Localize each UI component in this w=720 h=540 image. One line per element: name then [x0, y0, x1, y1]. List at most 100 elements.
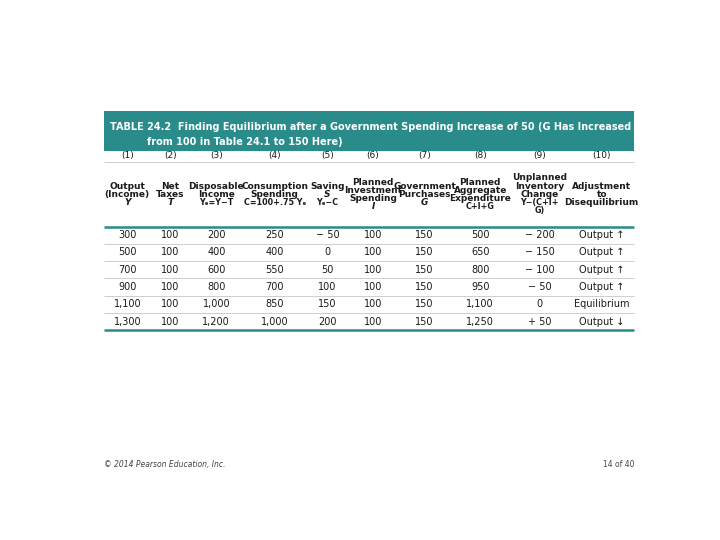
- Text: S: S: [324, 190, 330, 199]
- Text: 150: 150: [415, 282, 433, 292]
- Text: 1,100: 1,100: [467, 300, 494, 309]
- Text: − 100: − 100: [525, 265, 554, 275]
- Text: Adjustment: Adjustment: [572, 181, 631, 191]
- Text: 100: 100: [161, 317, 179, 327]
- Text: 150: 150: [415, 265, 433, 275]
- Text: − 150: − 150: [525, 247, 554, 258]
- Text: (3): (3): [210, 151, 222, 160]
- Text: 250: 250: [266, 230, 284, 240]
- Text: (7): (7): [418, 151, 431, 160]
- Text: 300: 300: [118, 230, 137, 240]
- Text: to: to: [596, 190, 607, 199]
- Bar: [104, 150, 634, 330]
- Text: (1): (1): [121, 151, 134, 160]
- Text: 100: 100: [161, 282, 179, 292]
- Text: 14 of 40: 14 of 40: [603, 460, 634, 469]
- Text: 100: 100: [161, 300, 179, 309]
- Text: + 50: + 50: [528, 317, 552, 327]
- Text: Government: Government: [393, 181, 456, 191]
- Text: 100: 100: [318, 282, 337, 292]
- Text: 700: 700: [266, 282, 284, 292]
- Text: (10): (10): [593, 151, 611, 160]
- Text: Change: Change: [521, 190, 559, 199]
- Text: Spending: Spending: [349, 194, 397, 202]
- Text: 100: 100: [161, 265, 179, 275]
- Text: 100: 100: [161, 230, 179, 240]
- Text: 200: 200: [207, 230, 225, 240]
- Text: Output ↑: Output ↑: [579, 282, 624, 292]
- Text: 100: 100: [161, 247, 179, 258]
- Text: 850: 850: [266, 300, 284, 309]
- Text: Consumption: Consumption: [241, 181, 308, 191]
- Text: C+I+G: C+I+G: [466, 202, 495, 211]
- Text: 50: 50: [321, 265, 333, 275]
- Text: Y−(C+I+: Y−(C+I+: [521, 198, 559, 207]
- Text: 400: 400: [266, 247, 284, 258]
- Text: 500: 500: [471, 230, 490, 240]
- Text: Output ↑: Output ↑: [579, 230, 624, 240]
- Text: 100: 100: [364, 317, 382, 327]
- Text: Disposable: Disposable: [189, 181, 244, 191]
- Text: 1,250: 1,250: [467, 317, 494, 327]
- Text: 1,200: 1,200: [202, 317, 230, 327]
- Text: (9): (9): [534, 151, 546, 160]
- Text: Expenditure: Expenditure: [449, 194, 511, 202]
- Text: Saving: Saving: [310, 181, 345, 191]
- Text: Investment: Investment: [344, 186, 402, 194]
- Text: Output ↑: Output ↑: [579, 265, 624, 275]
- Text: Inventory: Inventory: [515, 181, 564, 191]
- Text: 700: 700: [118, 265, 137, 275]
- Text: 200: 200: [318, 317, 337, 327]
- Text: Planned: Planned: [352, 178, 394, 186]
- Text: 150: 150: [415, 230, 433, 240]
- Text: 0: 0: [325, 247, 330, 258]
- Text: Planned: Planned: [459, 178, 501, 186]
- Text: 1,000: 1,000: [261, 317, 289, 327]
- Text: − 50: − 50: [528, 282, 552, 292]
- Text: G: G: [420, 198, 428, 207]
- Text: Output: Output: [109, 181, 145, 191]
- Text: C=100+.75 Yₑ: C=100+.75 Yₑ: [243, 198, 306, 207]
- Text: 150: 150: [415, 317, 433, 327]
- Text: (8): (8): [474, 151, 487, 160]
- Text: Equilibrium: Equilibrium: [574, 300, 629, 309]
- Text: 500: 500: [118, 247, 137, 258]
- Text: Net: Net: [161, 181, 179, 191]
- Text: 1,100: 1,100: [114, 300, 141, 309]
- Text: Unplanned: Unplanned: [512, 173, 567, 183]
- Text: (5): (5): [321, 151, 334, 160]
- Text: 1,000: 1,000: [202, 300, 230, 309]
- Text: Purchases: Purchases: [398, 190, 451, 199]
- Text: 150: 150: [415, 247, 433, 258]
- Text: 400: 400: [207, 247, 225, 258]
- Text: (2): (2): [164, 151, 176, 160]
- Text: 900: 900: [118, 282, 137, 292]
- Text: − 50: − 50: [315, 230, 339, 240]
- Text: G): G): [534, 206, 545, 215]
- Text: − 200: − 200: [525, 230, 554, 240]
- Text: Taxes: Taxes: [156, 190, 184, 199]
- Text: (Income): (Income): [104, 190, 150, 199]
- Text: 100: 100: [364, 265, 382, 275]
- Text: 800: 800: [471, 265, 490, 275]
- Text: TABLE 24.2  Finding Equilibrium after a Government Spending Increase of 50 (G Ha: TABLE 24.2 Finding Equilibrium after a G…: [110, 122, 631, 132]
- Text: from 100 in Table 24.1 to 150 Here): from 100 in Table 24.1 to 150 Here): [147, 137, 342, 147]
- Text: Income: Income: [198, 190, 235, 199]
- Text: I: I: [372, 202, 375, 211]
- Text: Disequilibrium: Disequilibrium: [564, 198, 639, 207]
- Text: 100: 100: [364, 282, 382, 292]
- Text: 800: 800: [207, 282, 225, 292]
- Text: © 2014 Pearson Education, Inc.: © 2014 Pearson Education, Inc.: [104, 460, 225, 469]
- Text: 100: 100: [364, 230, 382, 240]
- Text: 550: 550: [266, 265, 284, 275]
- Text: 600: 600: [207, 265, 225, 275]
- Text: 100: 100: [364, 247, 382, 258]
- Text: Yₑ−C: Yₑ−C: [317, 198, 338, 207]
- Text: Spending: Spending: [251, 190, 299, 199]
- Text: (4): (4): [269, 151, 281, 160]
- Bar: [104, 111, 634, 150]
- Text: (6): (6): [366, 151, 379, 160]
- Text: T: T: [167, 198, 174, 207]
- Text: Aggregate: Aggregate: [454, 186, 507, 194]
- Text: Output ↓: Output ↓: [579, 317, 624, 327]
